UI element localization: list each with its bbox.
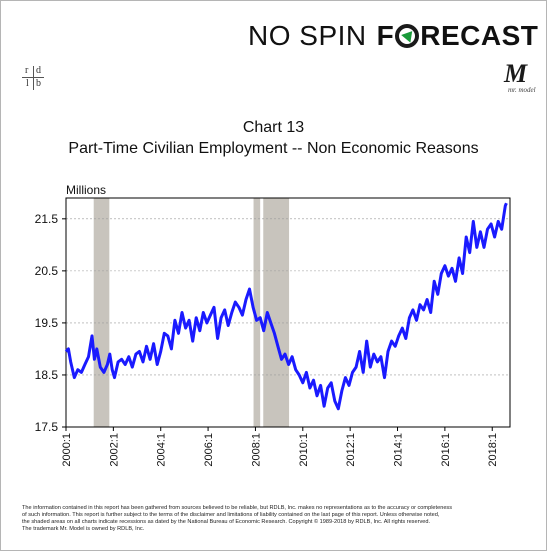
x-tick-label: 2010:1 [298,433,310,467]
y-tick-labels: 17.5 18.5 19.5 20.5 21.5 [35,212,59,434]
x-tick-label: 2014:1 [393,433,405,467]
brand-logo: NO SPIN F RECAST [248,20,538,56]
y-tick-label: 21.5 [35,212,59,226]
plot-border [65,197,511,428]
disclaimer-line-3: the shaded areas on all charts indicate … [22,519,431,525]
axis-ticks [62,218,493,431]
x-tick-label: 2008:1 [250,433,262,467]
y-tick-label: 19.5 [35,316,59,330]
line-chart: 17.518.519.520.521.5 2000:1 2002:1 2004:1 2… [35,197,511,467]
rdlb-letter-l: l [26,78,29,89]
x-tick-label: 2016:1 [440,433,452,467]
x-tick-labels: 2000:1 2002:1 2004:1 2006:1 2008:1 2010:1 2012… [61,433,499,467]
disclaimer-line-1: The information contained in this report… [22,505,453,511]
y-tick-label: 20.5 [35,264,59,278]
brand-no-spin: NO SPIN [248,20,367,51]
y-tick-label: 17.5 [35,420,59,434]
mr-model-logo: M mr. model [500,59,536,96]
brand-forecast: F RECAST [377,20,539,52]
arrow-circle-icon [395,24,420,48]
y-tick-label: 18.5 [35,368,59,382]
x-tick-label: 2002:1 [108,433,120,467]
brand-forecast-suffix: RECAST [420,20,539,51]
x-tick-label: 2006:1 [203,433,215,467]
disclaimer: The information contained in this report… [22,505,537,533]
x-tick-label: 2018:1 [487,433,499,467]
rdlb-letter-r: r [25,65,29,76]
disclaimer-line-2: of such information. This report is furt… [22,512,440,518]
rdlb-letter-b: b [36,78,41,89]
rdlb-logo-vline [33,66,34,90]
rdlb-letter-d: d [36,65,41,76]
recession-bands [93,198,290,427]
recession-band-1 [93,198,110,427]
x-tick-label: 2000:1 [61,433,73,467]
rdlb-logo-hline [22,77,44,78]
chart-subtitle: Part-Time Civilian Employment -- Non Eco… [68,140,479,157]
recession-band-2 [253,198,261,427]
chart-title: Chart 13 [242,119,305,136]
mr-model-caption: mr. model [508,86,536,94]
rdlb-logo: r d l b [22,66,46,90]
series-line [64,202,508,411]
y-axis-units: Millions [66,183,107,197]
x-tick-label: 2012:1 [345,433,357,467]
brand-forecast-prefix: F [376,20,395,51]
x-tick-label: 2004:1 [156,433,168,467]
mr-model-letter: M [504,59,528,88]
disclaimer-line-4: The trademark Mr. Model is owned by RDLB… [22,526,145,532]
gridlines [66,218,510,376]
